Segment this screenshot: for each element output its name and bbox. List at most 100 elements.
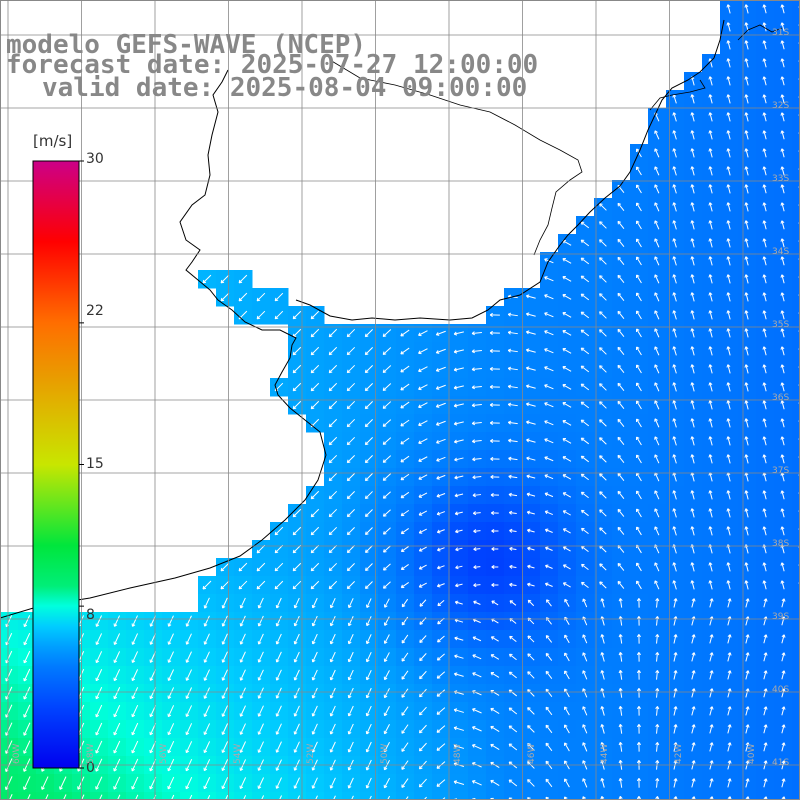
wind-arrow xyxy=(636,364,642,374)
wind-arrow xyxy=(507,330,518,335)
wind-arrow xyxy=(418,330,428,337)
wind-arrow xyxy=(780,310,785,320)
wind-arrow xyxy=(726,220,731,230)
wind-arrow xyxy=(744,454,749,464)
wind-cell xyxy=(792,378,800,397)
wind-arrow xyxy=(599,473,607,481)
wind-arrow xyxy=(672,184,677,194)
wind-cell xyxy=(774,792,793,800)
wind-cell xyxy=(792,630,800,649)
wind-cell xyxy=(792,774,800,793)
wind-arrow xyxy=(202,274,212,284)
wind-arrow xyxy=(382,383,392,391)
wind-arrow xyxy=(436,456,446,462)
wind-cell xyxy=(702,792,721,800)
wind-arrow xyxy=(744,256,749,266)
wind-arrow xyxy=(654,292,660,302)
wind-arrow xyxy=(708,310,713,320)
wind-cell xyxy=(792,468,800,487)
wind-arrow xyxy=(382,419,392,427)
wind-arrow xyxy=(364,328,374,338)
wind-cell xyxy=(792,18,800,37)
wind-arrow xyxy=(636,238,642,248)
wind-arrow xyxy=(617,346,625,355)
wind-arrow xyxy=(274,310,284,320)
wind-cell xyxy=(270,792,289,800)
wind-arrow xyxy=(744,94,749,104)
wind-cell xyxy=(342,792,361,800)
wind-cell xyxy=(792,738,800,757)
wind-cell xyxy=(792,342,800,361)
wind-arrow xyxy=(364,346,374,356)
wind-arrow xyxy=(636,220,642,230)
wind-arrow xyxy=(762,382,767,392)
wind-cell xyxy=(432,792,451,800)
wind-arrow xyxy=(672,238,677,248)
wind-arrow xyxy=(672,274,677,284)
wind-arrow xyxy=(672,454,677,464)
wind-arrow xyxy=(780,40,785,50)
wind-arrow xyxy=(744,130,749,140)
wind-arrow xyxy=(580,365,590,373)
wind-arrow xyxy=(780,166,785,176)
wind-arrow xyxy=(471,403,482,408)
wind-arrow xyxy=(256,292,266,302)
wind-arrow xyxy=(562,294,572,300)
wind-arrow xyxy=(364,437,373,446)
wind-arrow xyxy=(690,454,695,464)
wind-cell xyxy=(594,792,613,800)
wind-arrow xyxy=(525,348,536,353)
wind-arrow xyxy=(364,382,374,392)
wind-arrow xyxy=(672,202,677,212)
wind-arrow xyxy=(708,130,713,140)
wind-arrow xyxy=(744,202,749,212)
wind-arrow xyxy=(690,346,695,356)
wind-arrow xyxy=(471,349,482,354)
wind-arrow xyxy=(636,256,642,266)
wind-arrow xyxy=(744,310,749,320)
wind-cell xyxy=(630,792,649,800)
wind-arrow xyxy=(310,400,320,410)
wind-arrow xyxy=(364,473,373,482)
wind-arrow xyxy=(382,473,392,481)
wind-arrow xyxy=(762,58,767,68)
wind-arrow xyxy=(708,454,713,464)
wind-arrow xyxy=(599,347,607,355)
wind-arrow xyxy=(654,328,660,338)
wind-cell xyxy=(792,414,800,433)
wind-arrow xyxy=(617,472,625,481)
wind-arrow xyxy=(672,148,677,158)
wind-arrow xyxy=(672,166,677,176)
wind-arrow xyxy=(472,457,482,462)
wind-arrow xyxy=(780,328,785,338)
wind-cell xyxy=(306,792,325,800)
wind-arrow xyxy=(580,329,590,337)
wind-arrow xyxy=(636,346,642,356)
wind-arrow xyxy=(580,455,590,463)
wind-arrow xyxy=(580,419,590,427)
wind-arrow xyxy=(507,384,518,389)
wind-arrow xyxy=(690,94,695,104)
wind-arrow xyxy=(599,293,607,301)
wind-arrow xyxy=(617,364,625,373)
wind-arrow xyxy=(562,438,572,444)
lon-label: 42W xyxy=(673,743,684,764)
wind-arrow xyxy=(472,475,482,480)
wind-arrow xyxy=(780,418,785,428)
wind-arrow xyxy=(435,366,446,372)
wind-arrow xyxy=(762,454,767,464)
wind-arrow xyxy=(544,420,554,426)
wind-arrow xyxy=(617,256,625,265)
wind-arrow xyxy=(708,238,713,248)
wind-arrow xyxy=(762,130,767,140)
wind-arrow xyxy=(726,310,731,320)
wind-arrow xyxy=(562,366,572,372)
wind-cell xyxy=(792,90,800,109)
lat-label: 31S xyxy=(772,28,790,38)
wind-arrow xyxy=(690,436,695,446)
wind-cell xyxy=(792,594,800,613)
wind-arrow xyxy=(489,330,500,335)
wind-arrow xyxy=(617,202,625,211)
wind-arrow xyxy=(690,130,695,140)
